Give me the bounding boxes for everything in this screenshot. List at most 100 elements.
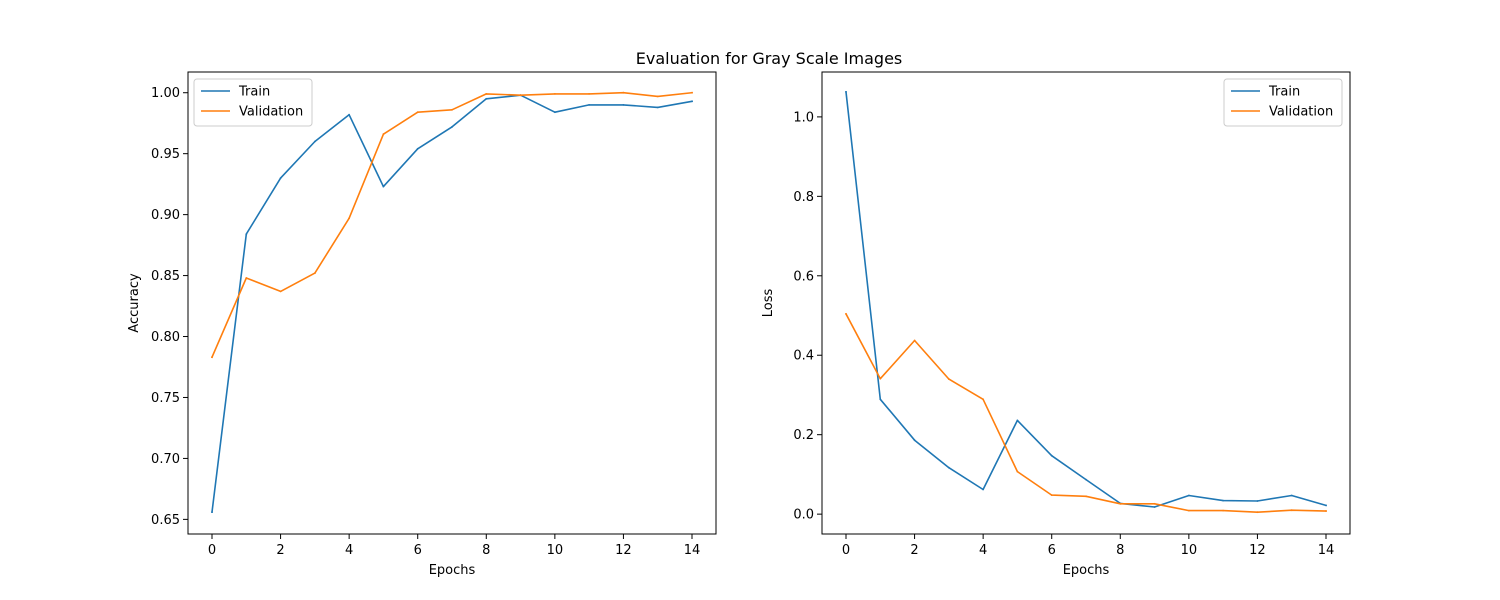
loss-train-point	[1325, 504, 1327, 507]
loss-validation-point	[845, 313, 847, 315]
loss-validation-point	[1256, 511, 1259, 514]
accuracy-train-point	[656, 106, 659, 109]
accuracy-validation-point	[211, 356, 213, 359]
accuracy-validation-point	[485, 93, 488, 95]
x-tick-label: 12	[615, 543, 632, 558]
loss-validation-point	[1188, 509, 1190, 512]
x-tick-label: 2	[276, 543, 284, 558]
y-tick-label: 0.4	[793, 349, 814, 364]
y-tick-label: 0.2	[793, 428, 814, 443]
loss-axes-frame	[821, 71, 1351, 535]
x-tick-label: 4	[979, 543, 987, 558]
legend-label-train: Train	[238, 85, 270, 100]
y-tick-label: 0.85	[151, 269, 180, 284]
x-tick-label: 8	[1116, 543, 1124, 558]
loss-validation-point	[1050, 494, 1053, 496]
accuracy-axes-frame	[187, 71, 717, 535]
x-tick-label: 0	[842, 543, 850, 558]
accuracy-validation-point	[451, 108, 453, 111]
loss-y-axis-label: Loss	[761, 289, 776, 318]
loss-validation-point	[1119, 502, 1122, 505]
y-tick-label: 1.0	[793, 110, 814, 125]
accuracy-validation-point	[691, 91, 693, 94]
accuracy-x-axis-label: Epochs	[429, 563, 476, 578]
loss-train-point	[879, 398, 882, 401]
loss-validation-point	[1153, 502, 1156, 505]
accuracy-train-point	[554, 111, 556, 114]
accuracy-train-point	[588, 104, 590, 106]
accuracy-validation-point	[554, 93, 556, 95]
x-tick-label: 6	[1048, 543, 1056, 558]
x-tick-label: 14	[1318, 543, 1335, 558]
loss-x-axis-label: Epochs	[1063, 563, 1110, 578]
accuracy-train-point	[382, 185, 385, 188]
loss-validation-point	[913, 339, 916, 342]
accuracy-validation-point	[348, 217, 350, 220]
accuracy-validation-point	[519, 94, 522, 97]
y-tick-label: 0.95	[151, 147, 180, 162]
accuracy-validation-point	[416, 111, 419, 114]
loss-train-point	[1153, 506, 1156, 508]
accuracy-train-point	[451, 126, 453, 128]
loss-train-point	[913, 439, 916, 442]
x-tick-label: 12	[1249, 543, 1266, 558]
y-tick-label: 1.00	[151, 86, 180, 101]
accuracy-y-axis-label: Accuracy	[127, 273, 142, 333]
x-tick-label: 10	[1181, 543, 1198, 558]
loss-train-point	[982, 488, 984, 491]
y-tick-label: 0.65	[151, 513, 180, 528]
loss-validation-point	[1222, 509, 1224, 512]
x-tick-label: 2	[910, 543, 918, 558]
accuracy-train-point	[691, 100, 693, 103]
x-tick-label: 6	[414, 543, 422, 558]
y-tick-label: 0.80	[151, 330, 180, 345]
y-tick-label: 0.8	[793, 190, 814, 205]
loss-validation-point	[1016, 470, 1019, 473]
y-tick-label: 0.0	[793, 508, 814, 523]
accuracy-validation-point	[382, 133, 385, 136]
accuracy-validation-point	[656, 95, 659, 98]
loss-validation-point	[948, 378, 950, 380]
loss-train-point	[1016, 419, 1019, 422]
figure-title: Evaluation for Gray Scale Images	[636, 49, 903, 68]
accuracy-train-point	[211, 511, 213, 513]
loss-validation-point	[879, 377, 882, 380]
x-tick-label: 0	[208, 543, 216, 558]
x-tick-label: 14	[684, 543, 701, 558]
accuracy-train-point	[416, 147, 419, 150]
accuracy-train-point	[485, 97, 488, 100]
loss-validation-point	[1325, 510, 1327, 512]
x-tick-label: 8	[482, 543, 490, 558]
loss-train-point	[948, 466, 950, 469]
loss-train-point	[1256, 500, 1259, 502]
legend-label-validation: Validation	[1269, 105, 1333, 120]
accuracy-validation-point	[622, 91, 625, 94]
loss-train-point	[845, 91, 847, 93]
loss-validation-point	[1085, 495, 1087, 498]
accuracy-validation-point	[245, 277, 248, 279]
accuracy-validation-point	[314, 272, 316, 274]
accuracy-train-point	[314, 140, 316, 143]
loss-train-point	[1290, 494, 1293, 497]
loss-train-point	[1222, 499, 1224, 502]
legend-label-validation: Validation	[239, 105, 303, 120]
accuracy-validation-point	[588, 93, 590, 95]
loss-validation-point	[982, 398, 984, 401]
x-tick-label: 4	[345, 543, 353, 558]
legend-label-train: Train	[1268, 85, 1300, 100]
loss-chart: 0 2 4 6 8 10 12 14 0.0 0.2 0.4 0.6 0.8 1.0 Epochs Loss T…	[761, 71, 1351, 578]
accuracy-chart: 0 2 4 6 8 10 12 14 0.65 0.70 0.75 0.80 0.85 0.90 0.95 1…	[127, 71, 717, 578]
y-tick-label: 0.70	[151, 452, 180, 467]
accuracy-train-point	[279, 177, 282, 180]
loss-train-point	[1085, 478, 1087, 481]
accuracy-train-point	[245, 233, 248, 236]
y-tick-label: 0.75	[151, 391, 180, 406]
x-tick-label: 10	[547, 543, 564, 558]
accuracy-train-point	[348, 113, 350, 116]
y-tick-label: 0.6	[793, 269, 814, 284]
accuracy-train-point	[622, 104, 625, 106]
loss-train-point	[1050, 454, 1053, 457]
accuracy-validation-point	[279, 290, 282, 293]
loss-train-point	[1188, 494, 1190, 497]
